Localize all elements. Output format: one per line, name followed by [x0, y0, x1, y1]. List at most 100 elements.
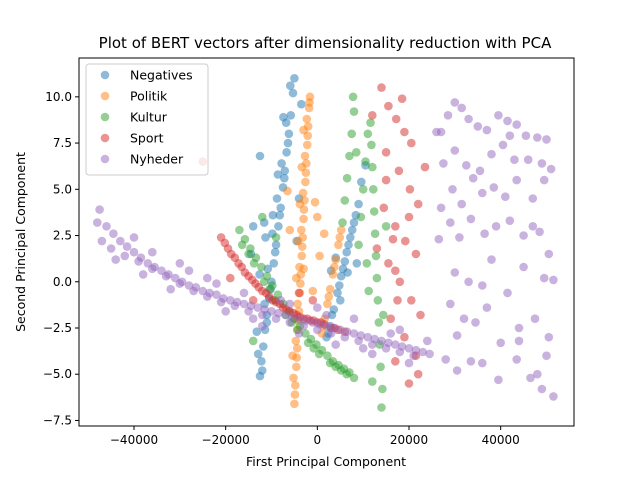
data-point — [381, 344, 391, 353]
data-point — [240, 268, 250, 277]
data-point — [148, 247, 157, 257]
data-point — [277, 159, 286, 168]
data-point — [285, 318, 295, 327]
data-point — [348, 92, 358, 102]
data-point — [528, 194, 538, 203]
data-point — [255, 270, 264, 279]
data-point — [134, 257, 143, 266]
data-point — [184, 266, 194, 276]
data-point — [334, 240, 343, 250]
data-point — [288, 88, 298, 98]
data-point — [393, 296, 402, 305]
data-point — [367, 140, 376, 150]
data-point — [237, 240, 247, 250]
legend-marker — [100, 91, 110, 101]
data-point — [255, 151, 265, 161]
data-point — [122, 242, 132, 251]
data-point — [420, 162, 430, 172]
data-point — [530, 314, 540, 324]
data-point — [342, 369, 352, 379]
data-point — [252, 327, 262, 337]
data-point — [462, 161, 471, 170]
data-point — [523, 155, 533, 164]
data-point — [248, 275, 257, 285]
data-point — [448, 185, 457, 194]
data-point — [336, 225, 346, 235]
data-point — [457, 199, 467, 209]
data-point — [290, 74, 299, 83]
data-point — [411, 249, 421, 259]
data-point — [203, 273, 212, 283]
data-point — [369, 185, 378, 194]
data-point — [308, 296, 318, 305]
data-point — [368, 377, 377, 386]
data-point — [503, 116, 512, 126]
data-point — [371, 251, 381, 261]
data-point — [491, 222, 501, 231]
data-point — [418, 347, 428, 357]
data-point — [302, 114, 312, 124]
data-point — [298, 188, 308, 198]
data-point — [512, 120, 521, 129]
data-point — [434, 234, 444, 244]
data-point — [480, 229, 489, 238]
data-point — [308, 318, 318, 327]
data-point — [439, 159, 448, 168]
data-point — [322, 321, 331, 331]
series-nyheder — [93, 98, 558, 401]
data-point — [268, 296, 277, 305]
data-point — [537, 384, 547, 394]
data-point — [384, 101, 393, 111]
data-point — [336, 271, 346, 281]
data-point — [466, 357, 476, 366]
data-point — [384, 259, 393, 268]
data-point — [93, 218, 102, 227]
data-point — [271, 233, 281, 242]
data-point — [368, 162, 377, 172]
data-point — [248, 314, 258, 324]
data-point — [297, 99, 306, 109]
y-tick-label: 10.0 — [45, 90, 72, 104]
legend-marker — [100, 154, 110, 164]
y-tick-label: 7.5 — [53, 136, 72, 150]
data-point — [346, 233, 355, 242]
data-point — [279, 112, 288, 122]
data-point — [370, 229, 380, 238]
data-point — [285, 225, 295, 235]
data-point — [364, 286, 374, 296]
data-point — [501, 192, 510, 201]
data-point — [291, 381, 300, 390]
data-point — [482, 125, 492, 135]
data-point — [503, 288, 512, 298]
data-point — [335, 233, 345, 242]
data-point — [323, 351, 332, 361]
data-point — [400, 332, 409, 342]
data-point — [328, 270, 338, 279]
data-point — [381, 222, 391, 231]
data-point — [301, 329, 310, 338]
data-point — [283, 186, 292, 196]
data-point — [303, 140, 312, 150]
data-point — [323, 299, 332, 309]
data-point — [457, 103, 467, 113]
x-axis-label: First Principal Component — [246, 454, 406, 469]
x-tick-label: −20000 — [202, 433, 250, 447]
data-point — [295, 199, 305, 209]
data-point — [166, 284, 175, 294]
data-point — [394, 166, 404, 176]
data-point — [116, 236, 125, 246]
data-point — [161, 271, 171, 281]
data-point — [436, 203, 446, 213]
data-point — [129, 247, 139, 257]
legend-label: Nyheder — [130, 152, 184, 167]
data-point — [289, 373, 298, 383]
data-point — [441, 355, 451, 364]
data-point — [432, 127, 441, 137]
data-point — [464, 114, 473, 124]
data-point — [297, 251, 307, 261]
data-point — [544, 249, 554, 259]
data-point — [297, 162, 307, 172]
data-point — [363, 332, 373, 342]
data-point — [216, 297, 226, 307]
